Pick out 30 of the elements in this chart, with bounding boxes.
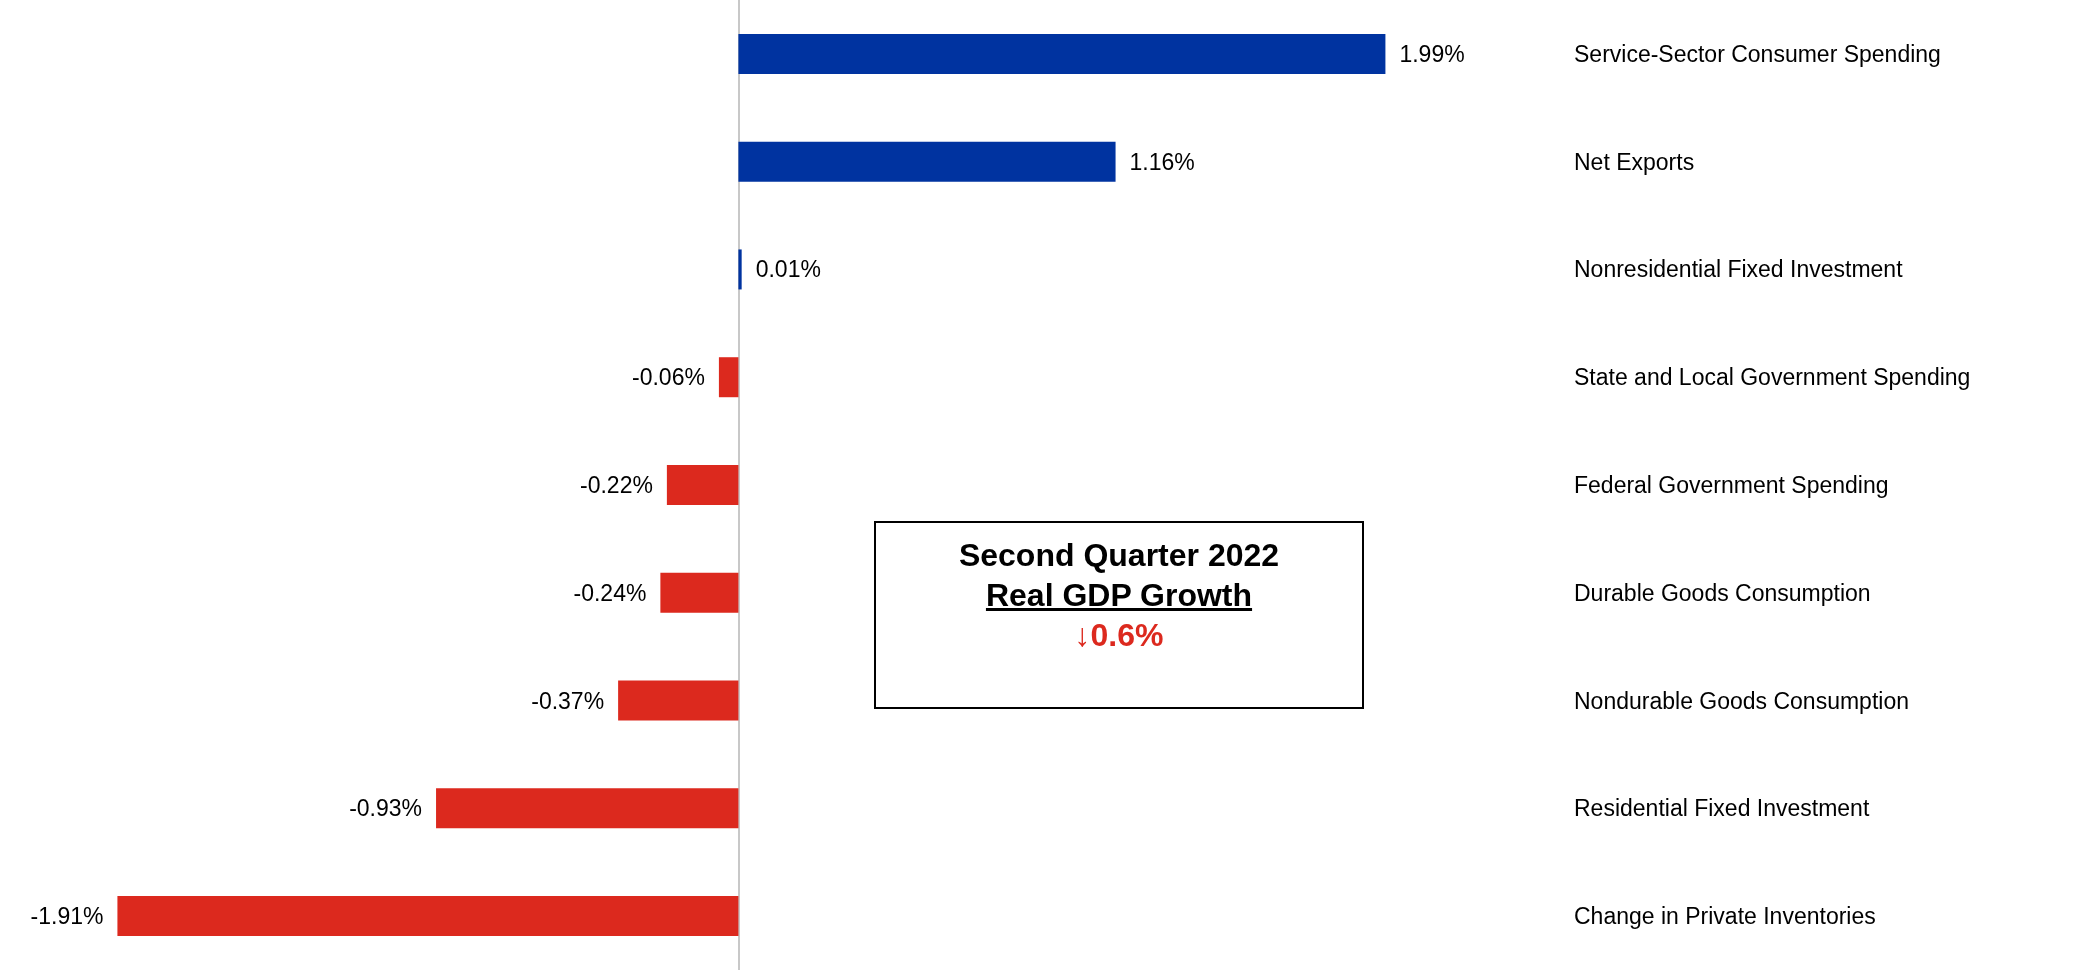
data-label: -0.93% [349,795,423,822]
annotation: ↓0.6% [1073,616,1165,655]
data-label: -0.06% [632,364,705,391]
bar [660,572,739,613]
data-label: 1.99% [1399,40,1465,67]
bar [738,33,1386,74]
bar [117,896,739,937]
data-label: -0.37% [531,687,605,714]
bar [738,249,742,290]
data-label: -1.91% [30,903,104,930]
y-tick-label: Service-Sector Consumer Spending [1574,40,1941,67]
data-label: 0.01% [755,256,821,283]
annotation: Second Quarter 2022 [957,536,1281,575]
y-tick-label: Federal Government Spending [1574,472,1889,498]
bar [666,465,739,505]
annotation: Real GDP Growth [984,576,1254,615]
bar [718,357,739,398]
data-label: 1.16% [1129,148,1195,175]
y-tick-label: Nondurable Goods Consumption [1574,687,1909,714]
y-tick-label: Change in Private Inventories [1574,903,1876,930]
y-tick-label: State and Local Government Spending [1574,364,1971,391]
bar [436,788,739,829]
bar [618,680,739,721]
bar [738,141,1116,182]
data-label: -0.24% [573,579,647,606]
data-label: -0.22% [580,472,653,498]
y-tick-label: Net Exports [1574,148,1695,175]
y-tick-label: Nonresidential Fixed Investment [1574,256,1904,283]
y-tick-label: Residential Fixed Investment [1574,795,1870,822]
y-tick-label: Durable Goods Consumption [1574,579,1871,606]
